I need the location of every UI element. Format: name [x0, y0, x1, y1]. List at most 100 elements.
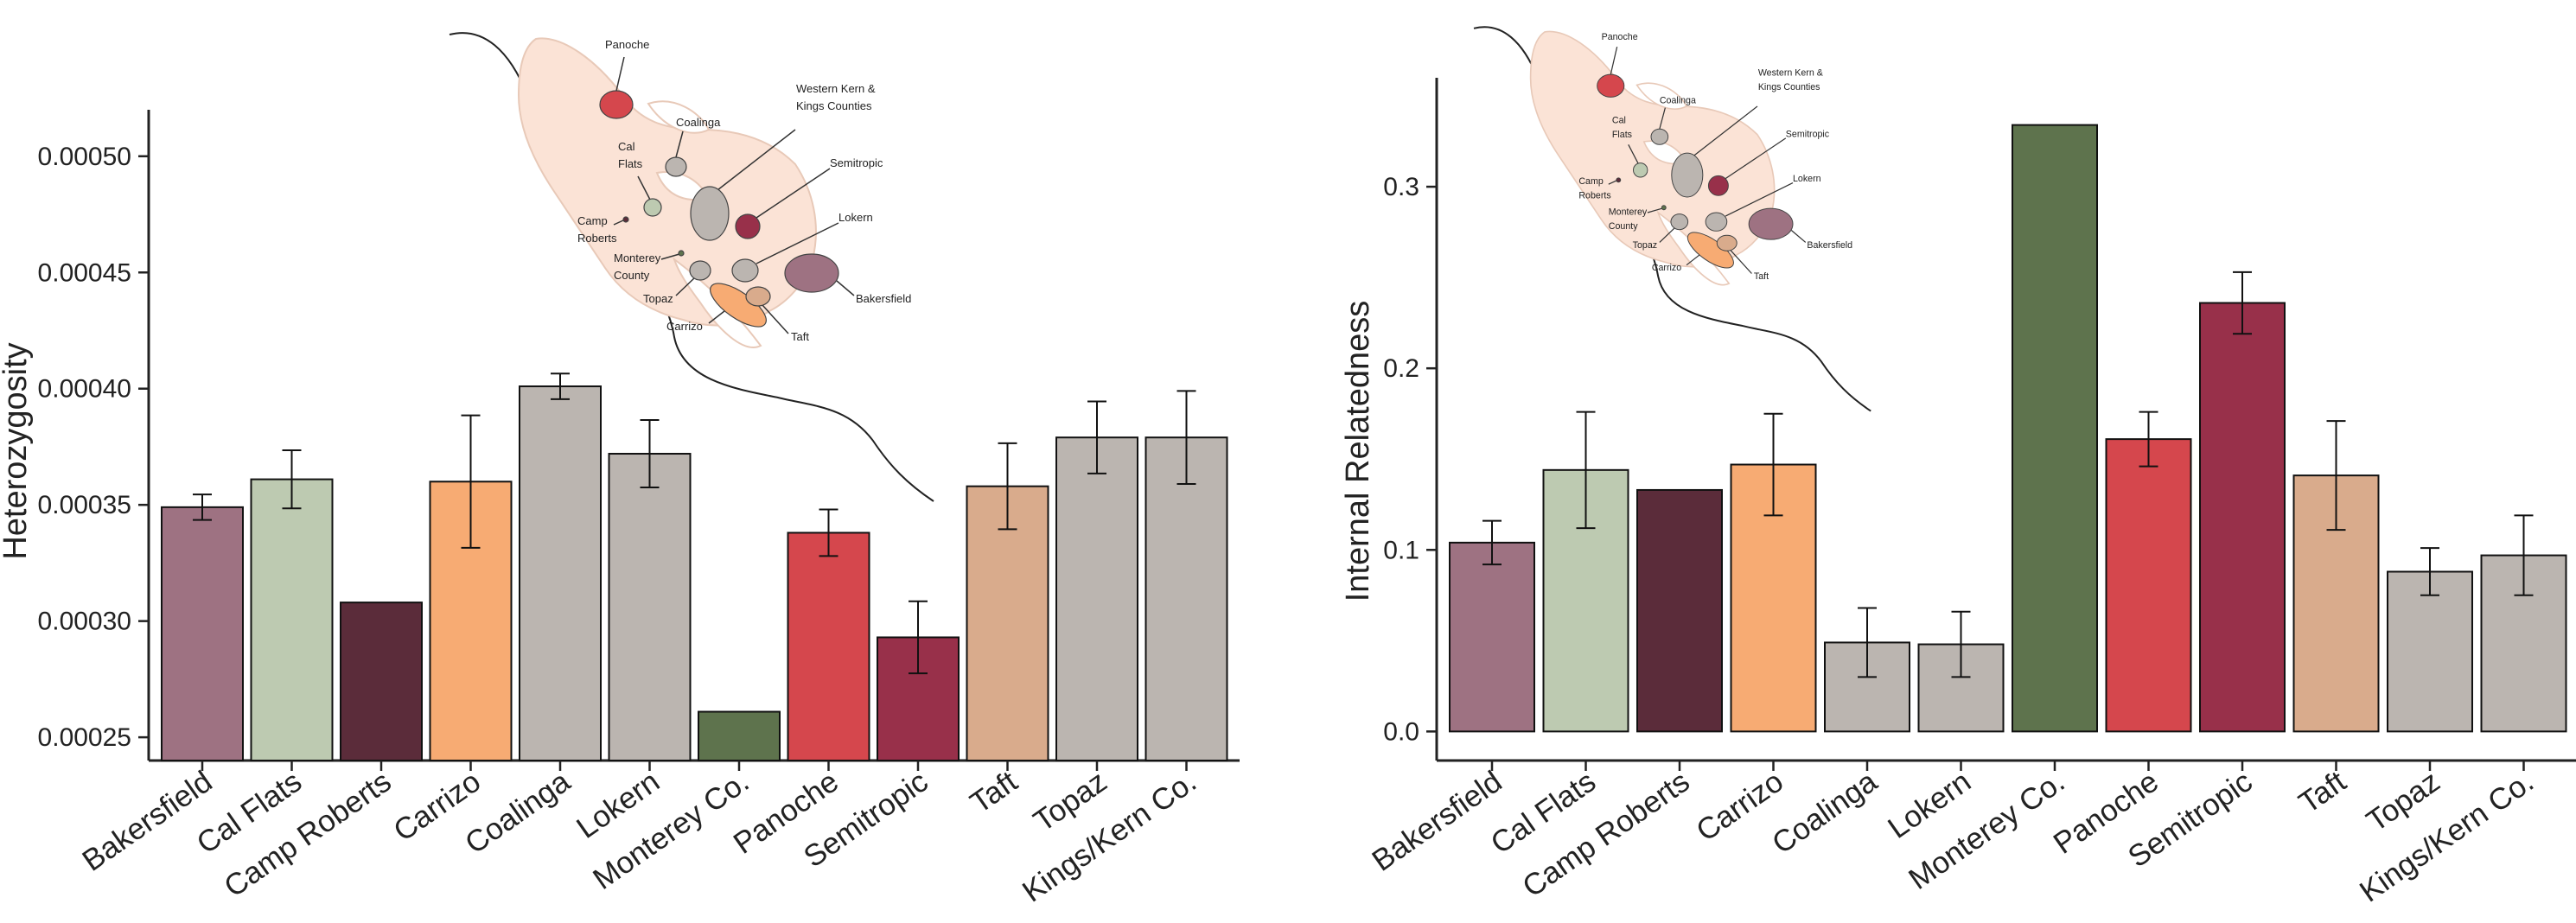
site-taft	[745, 286, 771, 307]
site-leader-line	[762, 304, 789, 334]
map-label: Topaz	[643, 292, 673, 305]
map-label: Taft	[1754, 271, 1769, 282]
y-axis-label: Internal Relatedness	[1340, 301, 1376, 602]
bar-topaz	[1055, 436, 1138, 761]
site-leader-line	[1790, 230, 1807, 243]
y-tick-label: 0.2	[1383, 354, 1419, 383]
x-tick-label-bakersfield: Bakersfield	[1366, 765, 1508, 878]
site-leader-line	[615, 56, 625, 92]
site-carrizo	[1687, 232, 1734, 269]
map-label: Topaz	[1633, 240, 1657, 251]
bar-monterey-co	[2012, 124, 2098, 733]
region-gap	[1636, 82, 1688, 110]
map-label: Roberts	[577, 232, 617, 245]
x-tick-label-bakersfield: Bakersfield	[76, 765, 218, 878]
site-leader-line	[1693, 105, 1758, 156]
y-tick-label: 0.0	[1383, 717, 1419, 746]
site-cal-flats	[643, 198, 662, 217]
map-label: County	[614, 269, 650, 282]
map-label: Flats	[1612, 130, 1632, 140]
bar-bakersfield	[161, 506, 244, 761]
map-label: Western Kern &	[1758, 68, 1823, 79]
bar-kings-kern-co	[2480, 554, 2567, 733]
site-bakersfield	[1748, 207, 1794, 240]
site-taft	[1716, 234, 1738, 251]
y-tick-label: 0.00025	[38, 723, 131, 752]
map-label: Semitropic	[1786, 129, 1830, 139]
map-label: Monterey	[1609, 207, 1648, 217]
site-semitropic	[1707, 175, 1729, 196]
site-leader-line	[1610, 46, 1618, 75]
map-label: Camp	[577, 214, 608, 227]
site-leader-line	[756, 222, 839, 264]
x-tick-label-coalinga: Coalinga	[1766, 764, 1884, 860]
y-axis-label: Heterozygosity	[0, 342, 34, 559]
region-gap	[647, 100, 711, 134]
site-leader-line	[1647, 207, 1663, 213]
site-leader-line	[1730, 250, 1752, 274]
map-label: Carrizo	[1652, 263, 1681, 273]
map-label: Western Kern &	[796, 82, 876, 95]
site-panoche	[599, 90, 634, 119]
map-label: Cal	[1612, 116, 1626, 126]
map-label: Kings Counties	[1758, 82, 1820, 92]
bar-cal-flats	[250, 478, 334, 761]
map-label: Camp	[1578, 176, 1603, 187]
x-tick-label-taft: Taft	[965, 764, 1024, 819]
site-leader-line	[1686, 254, 1700, 266]
site-map-right: Panoche Coalinga Western Kern & Kings Count…	[1473, 26, 1871, 412]
y-tick-label: 0.00035	[38, 491, 131, 519]
site-leader-line	[1628, 143, 1639, 164]
site-camp-roberts	[622, 216, 629, 223]
site-semitropic	[735, 213, 761, 239]
y-tick-label: 0.00040	[38, 375, 131, 404]
site-leader-line	[1725, 137, 1787, 180]
y-tick-label: 0.3	[1383, 173, 1419, 201]
y-tick-label: 0.00030	[38, 608, 131, 636]
map-label: Coalinga	[676, 116, 721, 129]
bar-kings-kern-co	[1145, 436, 1228, 761]
map-label: Panoche	[1602, 32, 1638, 42]
bar-coalinga	[519, 385, 602, 761]
bar-monterey-co	[698, 710, 781, 762]
site-leader-line	[756, 168, 831, 219]
x-tick-label-kings-kern-co: Kings/Kern Co.	[1017, 765, 1202, 909]
map-label: Cal	[618, 140, 635, 153]
site-leader-line	[836, 280, 855, 296]
site-leader-line	[1608, 180, 1617, 185]
site-map-left: Panoche Coalinga Western Kern & Kings Count…	[449, 32, 934, 502]
map-label: Carrizo	[666, 320, 703, 333]
site-leader-line	[613, 220, 624, 226]
site-panoche	[1597, 73, 1625, 98]
site-bakersfield	[784, 253, 839, 293]
map-label: Coalinga	[1660, 96, 1696, 106]
site-camp-roberts	[1616, 177, 1622, 183]
site-lokern	[1705, 212, 1728, 232]
map-label: Roberts	[1578, 191, 1610, 201]
site-leader-line	[717, 129, 796, 191]
site-leader-line	[1659, 107, 1666, 130]
y-tick-label: 0.00050	[38, 143, 131, 171]
map-label: Bakersfield	[1807, 240, 1852, 251]
bar-semitropic	[2199, 302, 2286, 733]
site-leader-line	[660, 253, 680, 260]
map-label: County	[1609, 221, 1638, 232]
map-label: Flats	[618, 157, 643, 170]
bar-lokern	[608, 453, 692, 761]
map-label: Taft	[791, 330, 809, 343]
y-tick-label: 0.1	[1383, 536, 1419, 564]
site-monterey-co	[1661, 205, 1667, 211]
site-leader-line	[1725, 182, 1794, 217]
site-coalinga	[665, 156, 687, 177]
bar-camp-roberts	[340, 602, 423, 762]
site-leader-line	[637, 175, 651, 201]
y-tick-label: 0.00045	[38, 258, 131, 287]
bar-panoche	[2105, 438, 2192, 733]
site-kings-kern-co	[690, 186, 730, 241]
map-label: Bakersfield	[856, 292, 911, 305]
site-leader-line	[1659, 226, 1676, 243]
relatedness-panel: 0.0 0.1 0.2 0.3 Internal Relatedness Bakersfi…	[1340, 78, 2576, 909]
map-label: Lokern	[1793, 174, 1821, 184]
site-leader-line	[708, 310, 725, 324]
